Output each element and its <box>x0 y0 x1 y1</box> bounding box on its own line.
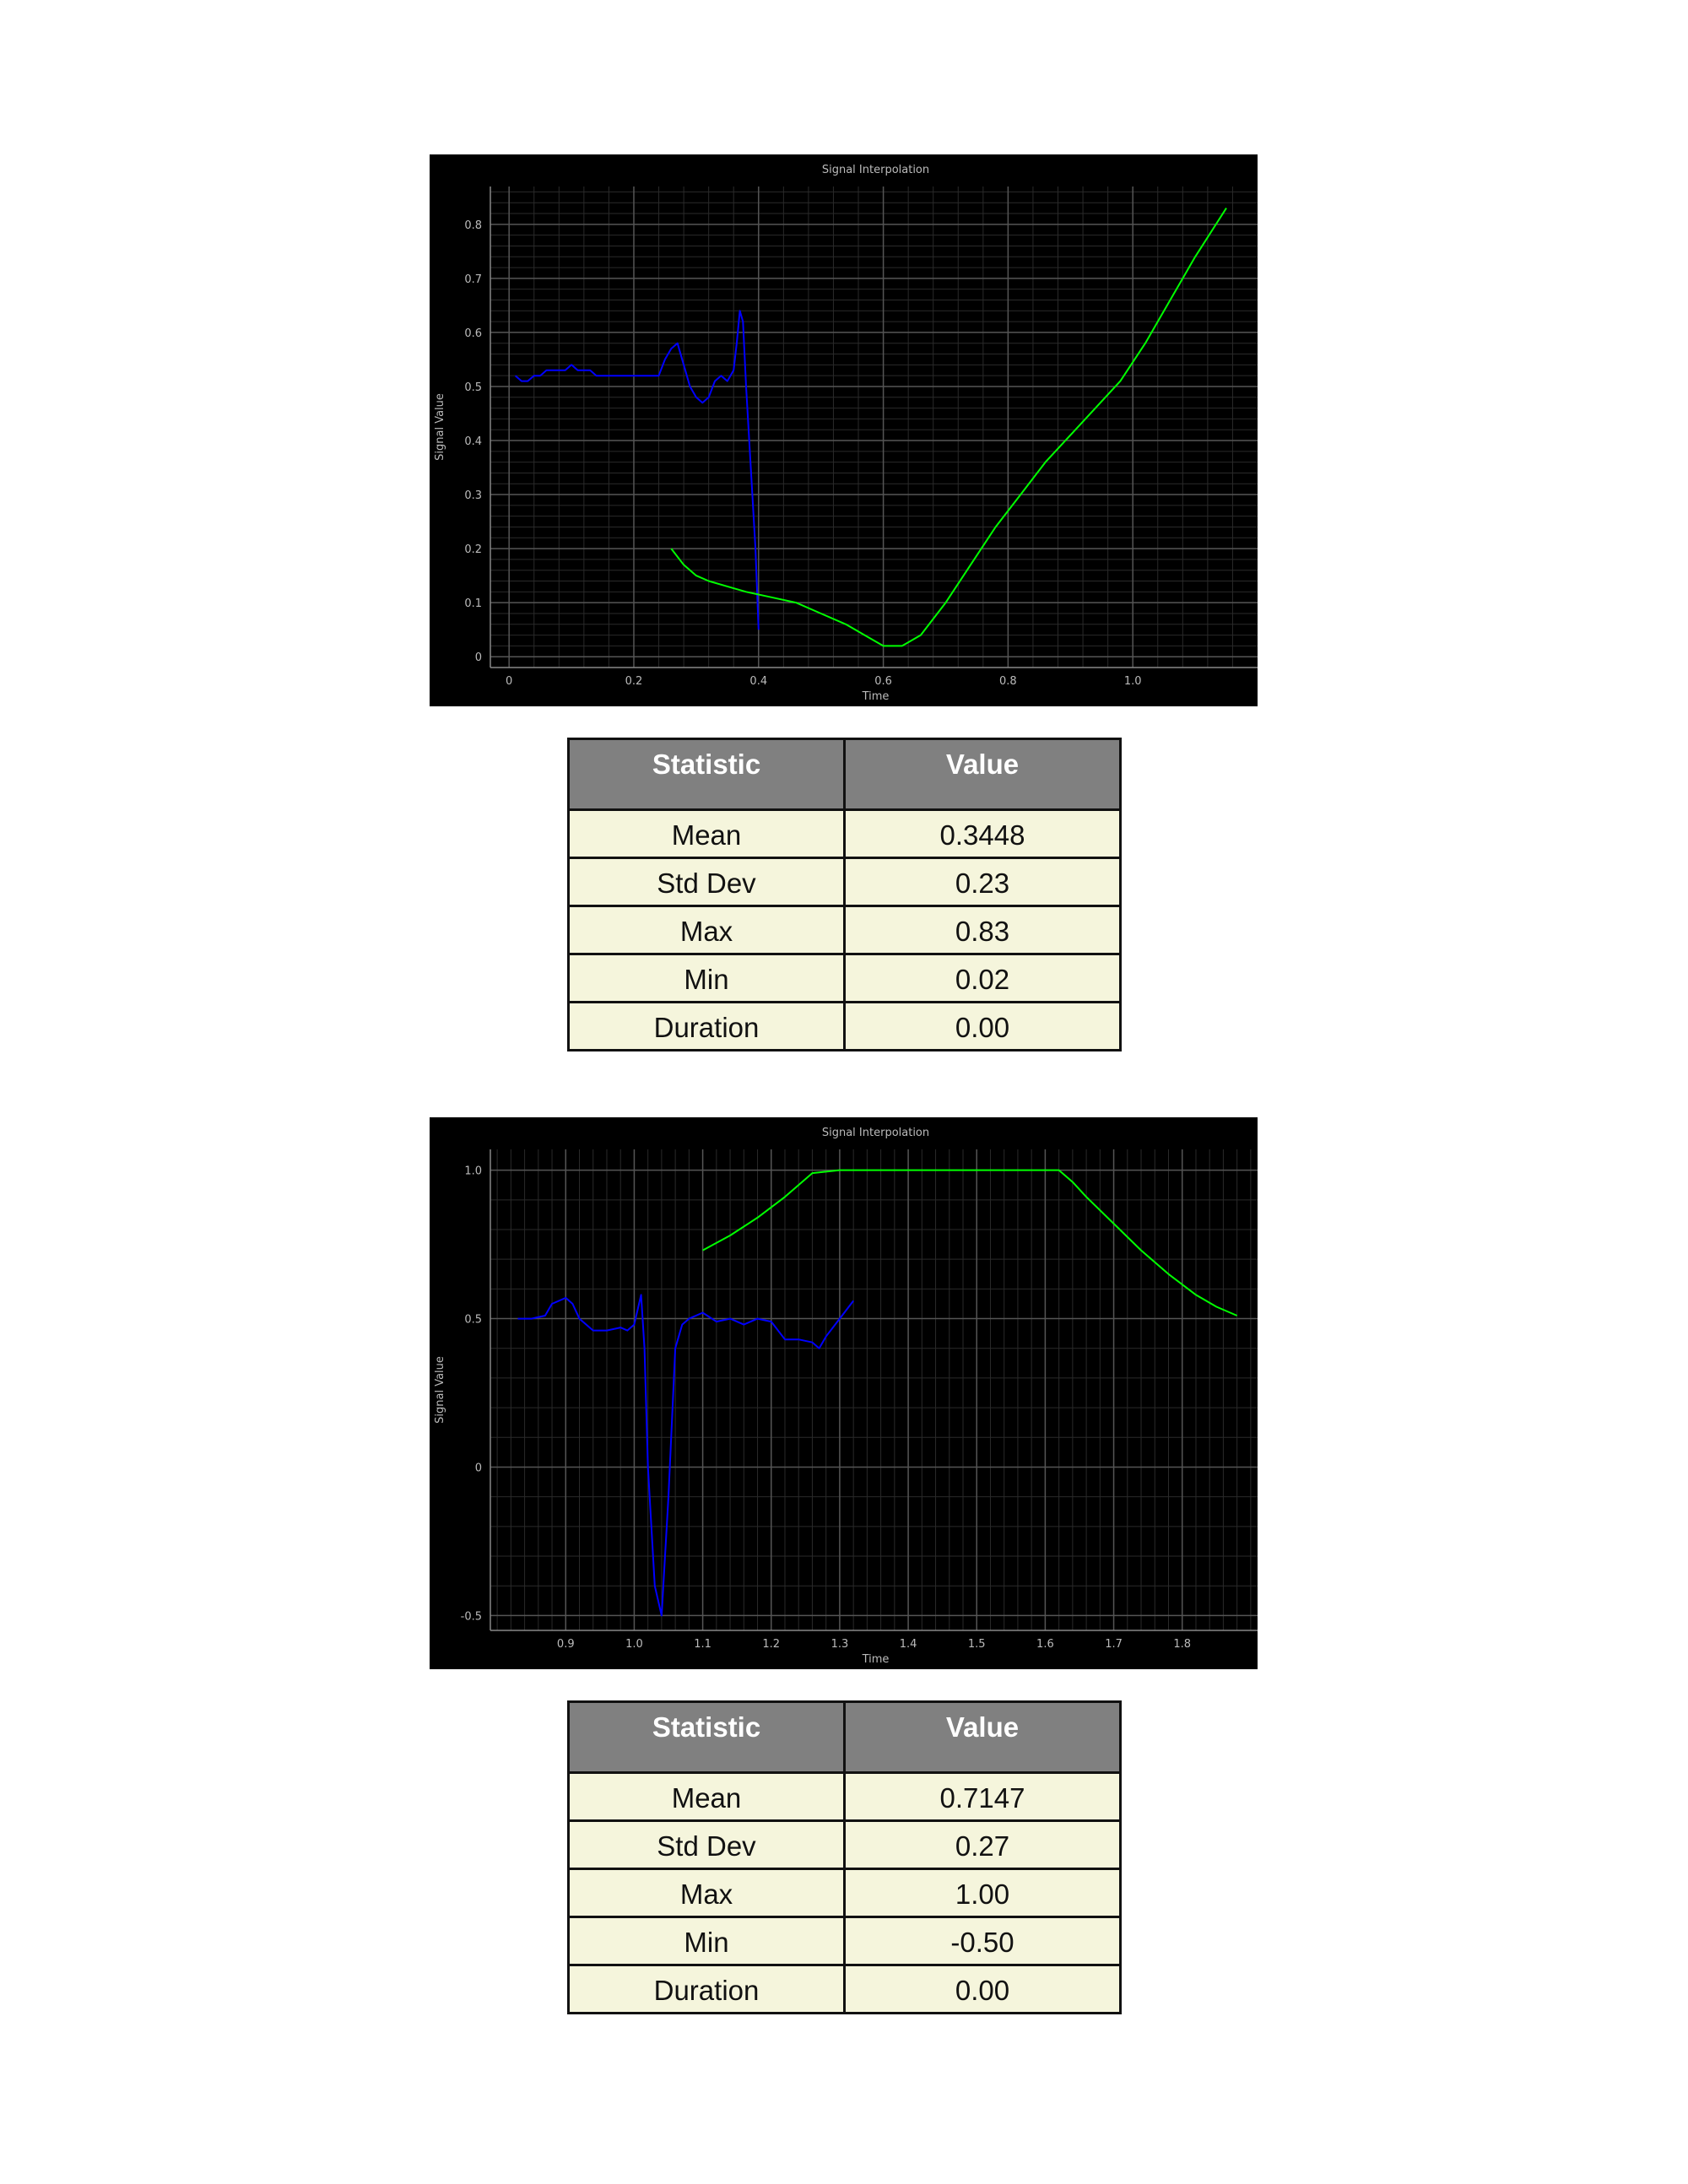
chart-2: 0.9 1.0 1.1 1.2 1.3 1.4 1.5 1.6 1.7 1.8 -0.5 0 0.5 1.… <box>430 1117 1258 1669</box>
header-value: Value <box>843 1700 1122 1774</box>
y-tick-label: 0.1 <box>464 597 482 610</box>
chart-title: Signal Interpolation <box>822 1127 929 1139</box>
stat-value: 0.02 <box>843 953 1122 1003</box>
x-tick-label: 1.4 <box>900 1638 917 1651</box>
stat-label: Min <box>567 1916 846 1966</box>
stat-label: Min <box>567 953 846 1003</box>
table-row: Duration 0.00 <box>567 1964 1122 2014</box>
header-statistic: Statistic <box>567 1700 846 1774</box>
x-tick-label: 1.0 <box>1124 675 1142 688</box>
minor-grid <box>490 187 1258 668</box>
table-header-row: Statistic Value <box>567 738 1122 811</box>
y-tick-label: 0 <box>475 1462 482 1474</box>
series-line-1 <box>514 310 760 630</box>
stats-table-1: Statistic Value Mean 0.3448 Std Dev 0.23… <box>567 738 1122 1051</box>
stat-value: 0.83 <box>843 905 1122 955</box>
y-tick-label: -0.5 <box>461 1610 482 1623</box>
table-header-row: Statistic Value <box>567 1700 1122 1774</box>
x-tick-label: 1.2 <box>762 1638 780 1651</box>
series-line-2 <box>702 1169 1238 1316</box>
chart-1-svg: 0 0.2 0.4 0.6 0.8 1.0 0 0.1 0.2 0.3 0.4 0.5 0.6 0.7 0.… <box>434 164 1258 703</box>
x-tick-label: 0.4 <box>749 675 767 688</box>
y-tick-label: 0.6 <box>464 327 482 340</box>
stat-label: Max <box>567 905 846 955</box>
stats-table-2: Statistic Value Mean 0.7147 Std Dev 0.27… <box>567 1700 1122 2014</box>
table-row: Duration 0.00 <box>567 1001 1122 1051</box>
series-line-2 <box>670 208 1227 647</box>
table-row: Min -0.50 <box>567 1916 1122 1966</box>
y-axis-label: Signal Value <box>434 393 446 461</box>
x-tick-label: 0.6 <box>874 675 892 688</box>
stat-value: -0.50 <box>843 1916 1122 1966</box>
y-tick-label: 0.4 <box>464 435 482 448</box>
x-tick-label: 0.2 <box>625 675 643 688</box>
y-tick-label: 0.7 <box>464 273 482 286</box>
x-tick-label: 1.0 <box>625 1638 643 1651</box>
table-row: Max 0.83 <box>567 905 1122 955</box>
y-tick-label: 0.3 <box>464 489 482 502</box>
y-axis-label: Signal Value <box>434 1356 446 1424</box>
stat-label: Mean <box>567 1771 846 1822</box>
chart-2-svg: 0.9 1.0 1.1 1.2 1.3 1.4 1.5 1.6 1.7 1.8 -0.5 0 0.5 1.… <box>434 1127 1258 1666</box>
x-tick-label: 0.9 <box>557 1638 575 1651</box>
x-tick-label: 1.7 <box>1105 1638 1123 1651</box>
table-row: Mean 0.7147 <box>567 1771 1122 1822</box>
table-row: Min 0.02 <box>567 953 1122 1003</box>
stat-value: 1.00 <box>843 1868 1122 1918</box>
x-tick-label: 1.3 <box>831 1638 849 1651</box>
y-tick-label: 0.8 <box>464 219 482 232</box>
table-row: Mean 0.3448 <box>567 808 1122 859</box>
stat-label: Duration <box>567 1964 846 2014</box>
y-tick-label: 0.5 <box>464 1314 482 1327</box>
stat-label: Std Dev <box>567 1819 846 1870</box>
x-tick-label: 1.8 <box>1173 1638 1191 1651</box>
stat-label: Mean <box>567 808 846 859</box>
series-line-1 <box>517 1294 854 1617</box>
x-axis-label: Time <box>862 1653 890 1666</box>
stat-value: 0.23 <box>843 857 1122 907</box>
x-tick-label: 0.8 <box>999 675 1017 688</box>
header-statistic: Statistic <box>567 738 846 811</box>
table-row: Std Dev 0.27 <box>567 1819 1122 1870</box>
stat-label: Std Dev <box>567 857 846 907</box>
x-tick-label: 1.5 <box>968 1638 986 1651</box>
table-row: Max 1.00 <box>567 1868 1122 1918</box>
x-axis-label: Time <box>862 690 890 703</box>
y-tick-label: 0.2 <box>464 543 482 556</box>
stat-value: 0.7147 <box>843 1771 1122 1822</box>
stat-label: Duration <box>567 1001 846 1051</box>
y-tick-label: 0.5 <box>464 381 482 394</box>
stat-value: 0.3448 <box>843 808 1122 859</box>
minor-grid <box>490 1149 1258 1630</box>
stat-value: 0.00 <box>843 1964 1122 2014</box>
stat-value: 0.27 <box>843 1819 1122 1870</box>
table-row: Std Dev 0.23 <box>567 857 1122 907</box>
stat-label: Max <box>567 1868 846 1918</box>
y-tick-label: 1.0 <box>464 1165 482 1178</box>
stat-value: 0.00 <box>843 1001 1122 1051</box>
header-value: Value <box>843 738 1122 811</box>
x-tick-label: 1.6 <box>1036 1638 1054 1651</box>
x-tick-label: 0 <box>506 675 512 688</box>
x-tick-label: 1.1 <box>694 1638 711 1651</box>
chart-title: Signal Interpolation <box>822 164 929 176</box>
y-tick-label: 0 <box>475 651 482 664</box>
chart-1: 0 0.2 0.4 0.6 0.8 1.0 0 0.1 0.2 0.3 0.4 0.5 0.6 0.7 0.… <box>430 154 1258 706</box>
